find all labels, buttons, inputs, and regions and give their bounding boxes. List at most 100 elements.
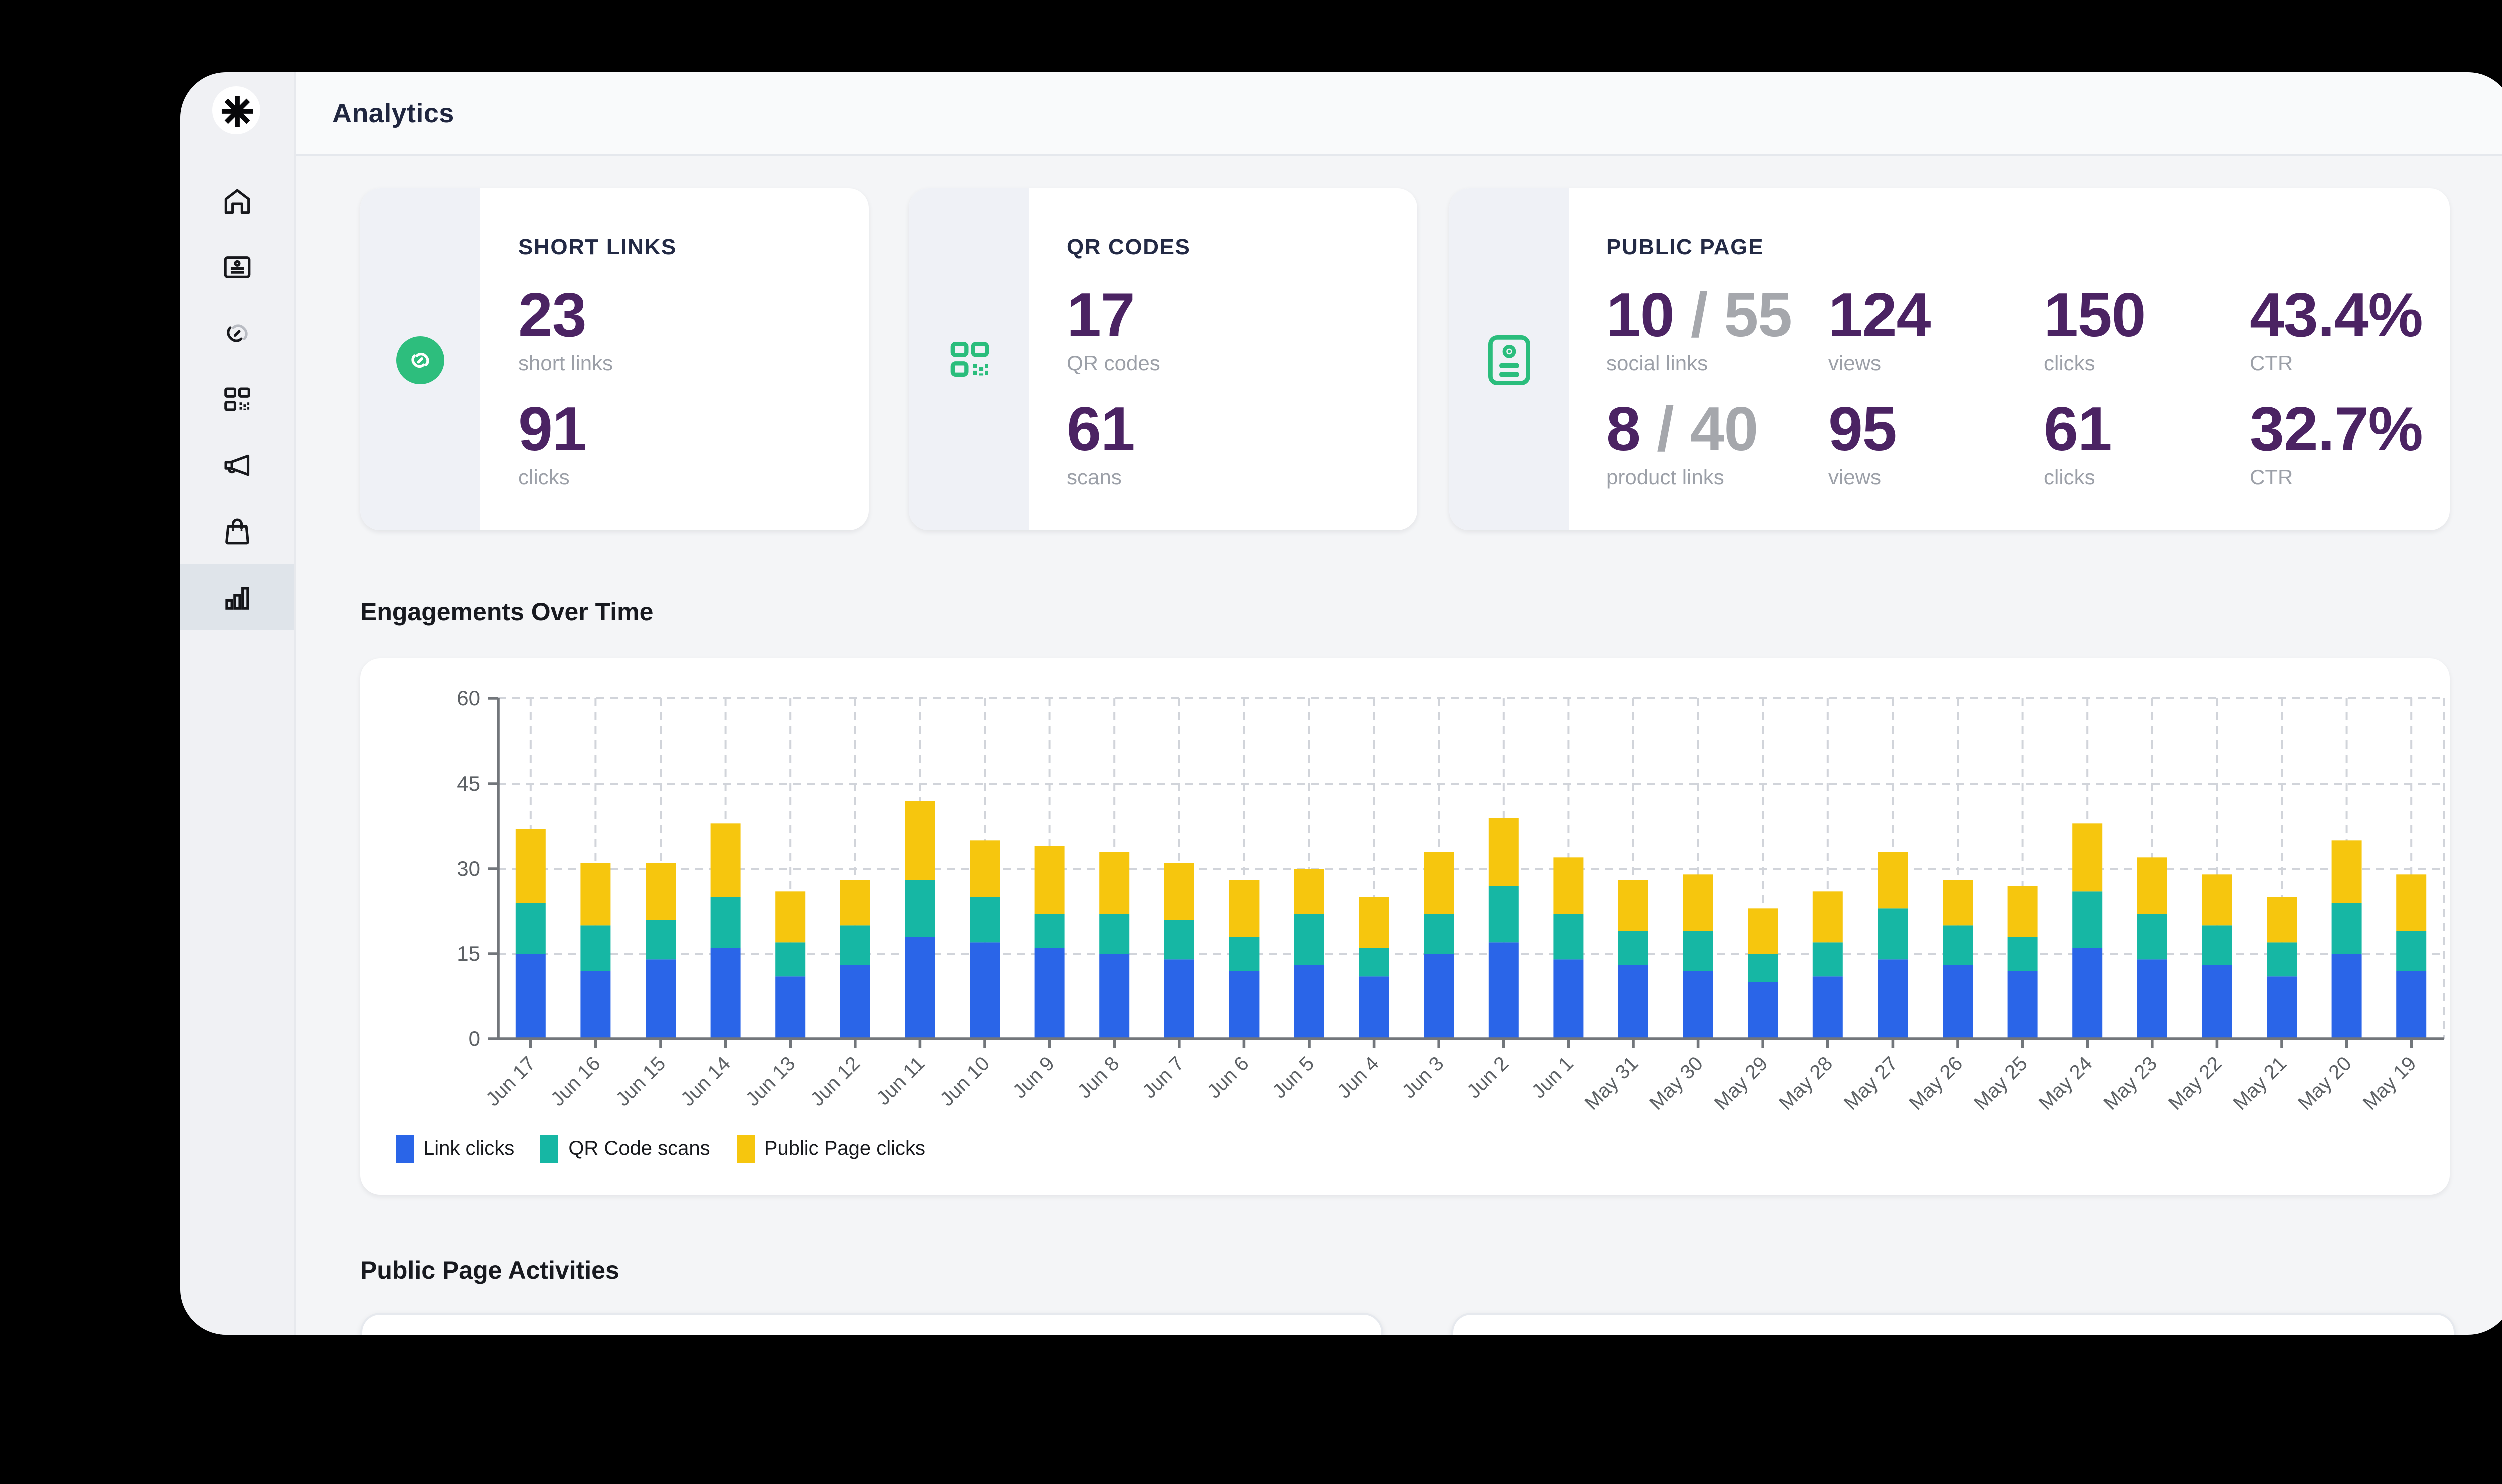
- bar-segment: [2072, 824, 2103, 892]
- profile-page-icon: [1487, 334, 1529, 384]
- sidebar-item-page[interactable]: [180, 234, 293, 300]
- bar-segment: [1164, 920, 1194, 960]
- sidebar-item-home[interactable]: [180, 168, 293, 234]
- svg-text:45: 45: [457, 772, 480, 796]
- svg-text:Jun 3: Jun 3: [1398, 1053, 1448, 1103]
- short-links-count-label: short links: [518, 353, 613, 377]
- bar-segment: [1553, 960, 1584, 1039]
- svg-text:May 31: May 31: [1580, 1053, 1642, 1115]
- bar-segment: [1424, 914, 1454, 954]
- bar-segment: [840, 926, 870, 966]
- svg-text:Jun 9: Jun 9: [1009, 1053, 1059, 1103]
- svg-text:May 28: May 28: [1775, 1053, 1837, 1115]
- bar-segment: [710, 948, 741, 1039]
- public-page-stat-value: 10 / 55: [1606, 280, 1792, 350]
- bar-segment: [1099, 954, 1130, 1039]
- bar-segment: [1748, 982, 1778, 1039]
- bar-segment: [1359, 897, 1389, 949]
- public-page-stat-value: 8 / 40: [1606, 394, 1758, 464]
- legend-swatch: [736, 1135, 754, 1163]
- svg-text:Jun 2: Jun 2: [1463, 1053, 1513, 1103]
- bar-segment: [1488, 886, 1519, 943]
- svg-text:Jun 11: Jun 11: [872, 1053, 929, 1110]
- public-page-stat-label: clicks: [2044, 353, 2095, 377]
- svg-text:Jun 12: Jun 12: [806, 1053, 864, 1111]
- svg-text:May 27: May 27: [1840, 1053, 1902, 1115]
- bar-segment: [970, 841, 1000, 898]
- bar-segment: [2202, 875, 2232, 926]
- bar-segment: [970, 897, 1000, 943]
- bar-segment: [1164, 960, 1194, 1039]
- bar-segment: [710, 824, 741, 898]
- public-page-stat-value: 61: [2044, 394, 2112, 464]
- bar-segment: [1618, 965, 1648, 1039]
- svg-text:15: 15: [457, 942, 480, 966]
- svg-text:Jun 4: Jun 4: [1333, 1053, 1383, 1103]
- sidebar: [180, 73, 295, 1335]
- bar-segment: [905, 937, 935, 1039]
- public-page-stat-label: views: [1828, 353, 1882, 377]
- bar-segment: [2137, 914, 2167, 960]
- bar-segment: [2007, 971, 2038, 1039]
- bar-segment: [1229, 937, 1260, 971]
- public-page-stat-value: 150: [2044, 280, 2146, 350]
- public-page-stat-label: CTR: [2250, 467, 2293, 491]
- bar-segment: [1229, 880, 1260, 937]
- bar-segment: [1359, 948, 1389, 977]
- public-page-stat-label: views: [1828, 467, 1882, 491]
- bar-segment: [2072, 892, 2103, 949]
- legend-swatch: [540, 1135, 559, 1163]
- bar-segment: [1812, 977, 1843, 1039]
- bar-segment: [905, 801, 935, 881]
- megaphone-icon: [224, 454, 249, 476]
- bar-segment: [1034, 948, 1065, 1039]
- bar-segment: [1359, 977, 1389, 1039]
- qr-codes-card-title: QR CODES: [1067, 237, 1191, 261]
- qr-codes-scans: 61: [1067, 394, 1135, 464]
- bar-segment: [1878, 852, 1908, 909]
- engagements-section-title: Engagements Over Time: [360, 599, 654, 627]
- qr-codes-scans-label: scans: [1067, 467, 1122, 491]
- x-axis-labels: Jun 17 Jun 16 Jun 15 Jun 14 Jun 13 Jun 12 Jun …: [482, 1053, 2420, 1115]
- sidebar-item-qr-codes[interactable]: [180, 366, 293, 432]
- bar-segment: [1488, 943, 1519, 1039]
- svg-text:May 21: May 21: [2229, 1053, 2291, 1115]
- sidebar-item-short-links[interactable]: [180, 300, 293, 366]
- svg-text:Jun 17: Jun 17: [482, 1053, 540, 1111]
- sidebar-item-analytics[interactable]: [180, 564, 293, 630]
- legend-label: Link clicks: [423, 1138, 515, 1160]
- chart-bars: [515, 801, 2427, 1039]
- bar-segment: [1294, 869, 1324, 915]
- legend-item[interactable]: Public Page clicks: [736, 1135, 925, 1163]
- bar-segment: [775, 977, 806, 1039]
- bar-segment: [1099, 852, 1130, 915]
- bar-segment: [2007, 886, 2038, 937]
- legend-item[interactable]: Link clicks: [395, 1135, 514, 1163]
- app-logo[interactable]: [212, 87, 260, 135]
- svg-text:Jun 1: Jun 1: [1527, 1053, 1577, 1103]
- bar-segment: [2331, 903, 2362, 954]
- bar-segment: [1878, 909, 1908, 960]
- home-icon: [224, 188, 250, 214]
- sidebar-item-store[interactable]: [180, 498, 293, 564]
- bar-segment: [580, 863, 611, 926]
- qr-codes-icon-strip: [909, 188, 1029, 531]
- legend-item[interactable]: QR Code scans: [540, 1135, 710, 1163]
- bar-segment: [1553, 914, 1584, 960]
- svg-text:Jun 16: Jun 16: [547, 1053, 605, 1111]
- bar-segment: [840, 965, 870, 1039]
- sidebar-item-campaigns[interactable]: [180, 432, 293, 498]
- short-links-card: SHORT LINKS 23 short links 91 clicks: [360, 188, 869, 531]
- legend-label: Public Page clicks: [764, 1138, 926, 1160]
- bar-segment: [1943, 880, 1973, 926]
- svg-text:30: 30: [457, 857, 480, 881]
- bar-segment: [1748, 954, 1778, 983]
- bar-segment: [905, 880, 935, 937]
- public-page-card: PUBLIC PAGE 10 / 55 social links 124 views 1…: [1448, 188, 2450, 531]
- page-title: Analytics: [332, 98, 454, 129]
- asterisk-logo-icon: [220, 95, 252, 127]
- bar-segment: [710, 897, 741, 949]
- svg-text:May 24: May 24: [2035, 1053, 2097, 1115]
- bar-segment: [646, 863, 676, 920]
